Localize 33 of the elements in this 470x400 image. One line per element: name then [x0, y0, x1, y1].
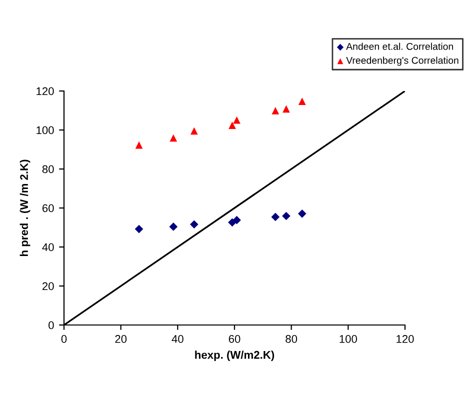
x-tick-label: 100	[340, 335, 357, 343]
point	[190, 220, 198, 229]
y-tick-label: 40	[42, 243, 54, 252]
point	[271, 212, 280, 222]
point	[190, 127, 198, 135]
point	[135, 141, 143, 149]
x-axis-title: hexp. (W/m2.K)	[195, 350, 274, 361]
y-tick-label: 80	[42, 165, 54, 174]
y-tick-label: 20	[42, 282, 54, 290]
legend-label: Andeen et.al. Correlation	[346, 42, 454, 50]
y-tick-label: 100	[36, 126, 54, 134]
x-tick-label: 120	[396, 335, 414, 343]
point	[282, 105, 290, 113]
point	[298, 98, 306, 106]
x-tick-label: 80	[286, 335, 298, 343]
x-tick-label: 20	[115, 335, 127, 343]
point	[233, 116, 240, 124]
point	[228, 122, 236, 129]
point	[282, 212, 290, 220]
y-tick-label: 60	[42, 204, 54, 212]
point	[169, 222, 178, 231]
point	[298, 209, 306, 218]
y-tick-label: 120	[36, 87, 54, 96]
point	[170, 134, 178, 142]
x-tick-label: 40	[172, 335, 184, 343]
y-axis-title: h pred . (W /m 2.K)	[20, 160, 30, 256]
y-tick-label: 0	[48, 321, 54, 330]
legend-label: Vreedenberg's Correlation	[346, 56, 458, 66]
point	[272, 107, 280, 114]
x-tick-label: 0	[61, 335, 67, 343]
point	[134, 224, 144, 234]
point	[232, 216, 241, 224]
x-tick-label: 60	[228, 335, 240, 343]
